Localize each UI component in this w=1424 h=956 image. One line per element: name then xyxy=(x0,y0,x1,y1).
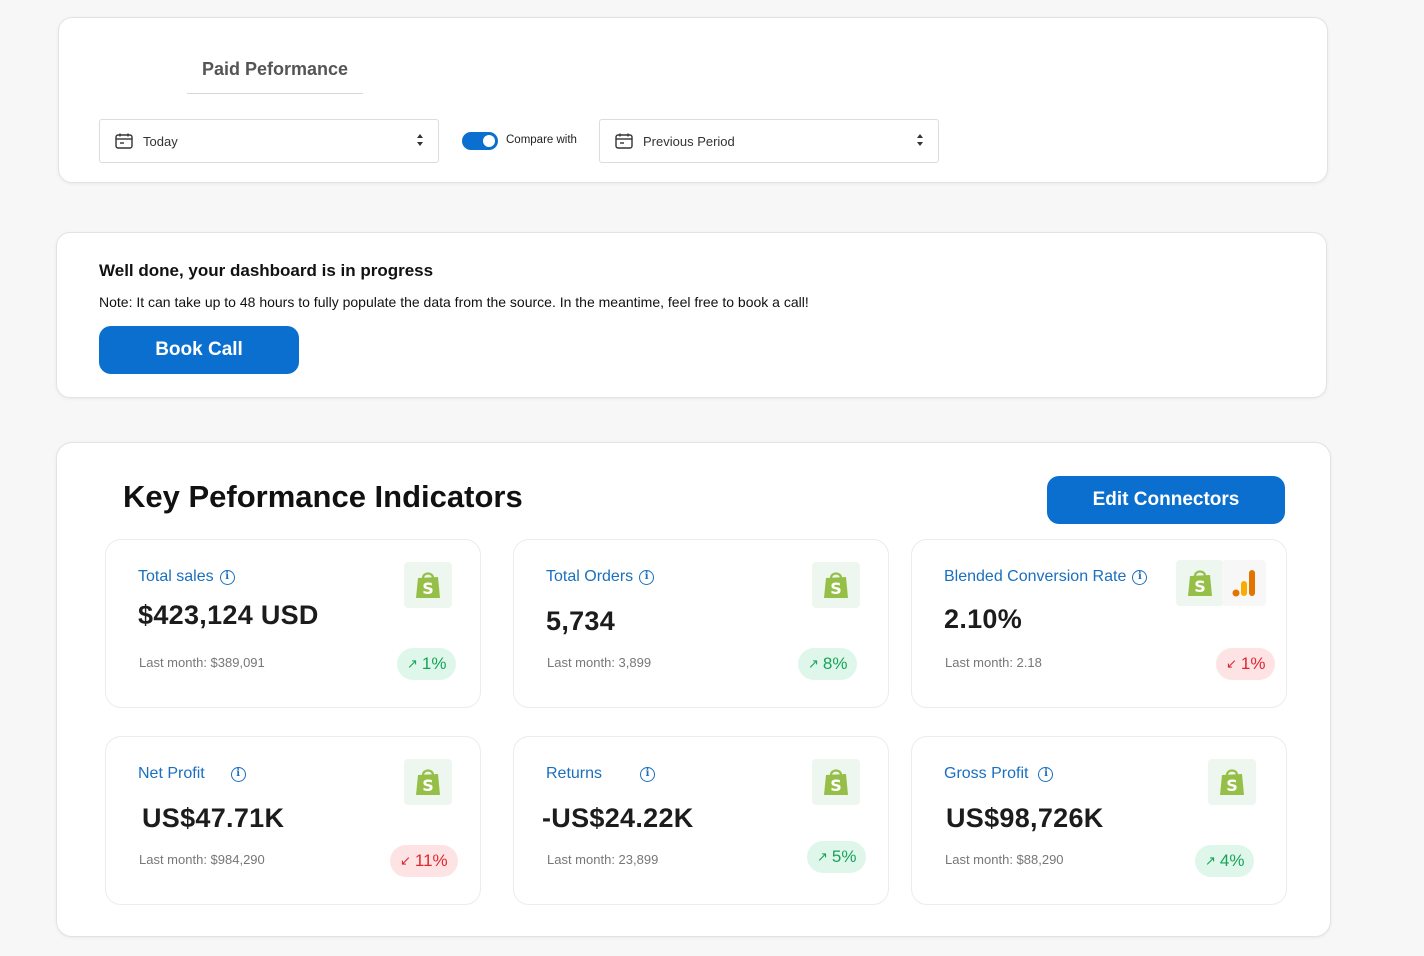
arrow-down-left-icon: ↙ xyxy=(1226,656,1237,671)
kpi-label: Returns i xyxy=(546,765,656,783)
progress-card: Well done, your dashboard is in progress… xyxy=(56,232,1327,398)
book-call-button[interactable]: Book Call xyxy=(99,326,299,374)
kpi-value: 5,734 xyxy=(546,606,616,636)
kpi-label-text: Blended Conversion Rate xyxy=(944,568,1127,585)
progress-title: Well done, your dashboard is in progress xyxy=(99,261,434,280)
kpi-last-month: Last month: 23,899 xyxy=(547,852,659,867)
kpi-label-text: Gross Profit xyxy=(944,765,1029,782)
svg-text:S: S xyxy=(422,776,434,795)
kpi-label: Total Orders i xyxy=(546,568,655,586)
arrow-up-right-icon: ↗ xyxy=(817,849,828,864)
kpi-total-orders[interactable]: Total Orders i S 5,734 Last month: 3,899 … xyxy=(513,539,889,708)
kpi-last-month: Last month: $984,290 xyxy=(139,852,265,867)
kpi-change-badge: ↗ 4% xyxy=(1195,845,1255,877)
kpi-card: Key Peformance Indicators Edit Connector… xyxy=(56,442,1331,937)
shopify-icon: S xyxy=(812,562,860,608)
kpi-change-value: 1% xyxy=(421,654,447,673)
kpi-label-text: Total Orders xyxy=(546,568,634,585)
google-analytics-icon xyxy=(1222,560,1266,606)
kpi-value: $423,124 USD xyxy=(138,600,319,630)
kpi-last-month: Last month: 3,899 xyxy=(547,655,652,670)
filter-card: Paid Peformance Today Compare with Previ… xyxy=(58,17,1328,183)
compare-toggle[interactable] xyxy=(462,132,498,150)
kpi-last-month: Last month: $389,091 xyxy=(139,655,265,670)
kpi-value: -US$24.22K xyxy=(542,803,694,833)
shopify-icon: S xyxy=(812,759,860,805)
shopify-icon: S xyxy=(1208,759,1256,805)
svg-text:S: S xyxy=(830,776,842,795)
kpi-blended-conversion-rate[interactable]: Blended Conversion Rate i S 2.10% Last mo… xyxy=(911,539,1287,708)
kpi-gross-profit[interactable]: Gross Profit i S US$98,726K Last month: $… xyxy=(911,736,1287,905)
info-icon[interactable]: i xyxy=(1038,766,1054,782)
compare-period-value: Previous Period xyxy=(643,133,735,149)
edit-connectors-button[interactable]: Edit Connectors xyxy=(1047,476,1285,524)
kpi-last-month: Last month: 2.18 xyxy=(945,655,1042,670)
info-icon[interactable]: i xyxy=(219,569,235,585)
date-range-value: Today xyxy=(143,133,178,149)
kpi-change-value: 5% xyxy=(831,847,857,866)
arrow-down-left-icon: ↙ xyxy=(400,853,411,868)
calendar-icon xyxy=(115,133,133,149)
kpi-last-month: Last month: $88,290 xyxy=(945,852,1064,867)
arrow-up-right-icon: ↗ xyxy=(1205,853,1216,868)
info-icon[interactable]: i xyxy=(640,766,656,782)
compare-period-select[interactable]: Previous Period xyxy=(599,119,939,163)
shopify-icon: S xyxy=(1176,560,1224,606)
svg-text:S: S xyxy=(1194,577,1206,596)
kpi-label-text: Returns xyxy=(546,765,603,782)
kpi-value: US$47.71K xyxy=(142,803,285,833)
shopify-icon: S xyxy=(404,562,452,608)
compare-label: Compare with xyxy=(506,134,577,146)
kpi-returns[interactable]: Returns i S -US$24.22K Last month: 23,899… xyxy=(513,736,889,905)
kpi-label: Gross Profit i xyxy=(944,765,1054,783)
shopify-icon: S xyxy=(404,759,452,805)
info-icon[interactable]: i xyxy=(639,569,655,585)
info-icon[interactable]: i xyxy=(230,766,246,782)
progress-note: Note: It can take up to 48 hours to full… xyxy=(99,294,809,310)
kpi-label: Total sales i xyxy=(138,568,235,586)
kpi-total-sales[interactable]: Total sales i S $423,124 USD Last month: … xyxy=(105,539,481,708)
kpi-change-value: 8% xyxy=(822,654,848,673)
calendar-icon xyxy=(615,133,633,149)
kpi-change-value: 4% xyxy=(1219,851,1245,870)
svg-text:S: S xyxy=(830,579,842,598)
kpi-change-badge: ↙ 11% xyxy=(390,845,458,877)
kpi-value: US$98,726K xyxy=(946,803,1104,833)
svg-text:S: S xyxy=(422,579,434,598)
kpi-label: Blended Conversion Rate i xyxy=(944,568,1148,586)
kpi-change-badge: ↙ 1% xyxy=(1216,648,1276,680)
select-arrows-icon xyxy=(917,134,923,146)
kpi-label-text: Total sales xyxy=(138,568,214,585)
kpi-change-badge: ↗ 1% xyxy=(397,648,457,680)
kpi-section-title: Key Peformance Indicators xyxy=(123,479,523,514)
kpi-label: Net Profit i xyxy=(138,765,246,783)
kpi-label-text: Net Profit xyxy=(138,765,205,782)
svg-text:S: S xyxy=(1226,776,1238,795)
kpi-change-value: 1% xyxy=(1240,654,1266,673)
kpi-net-profit[interactable]: Net Profit i S US$47.71K Last month: $984… xyxy=(105,736,481,905)
select-arrows-icon xyxy=(417,134,423,146)
date-range-select[interactable]: Today xyxy=(99,119,439,163)
tab-paid-performance[interactable]: Paid Peformance xyxy=(187,54,363,94)
arrow-up-right-icon: ↗ xyxy=(808,656,819,671)
kpi-change-badge: ↗ 8% xyxy=(798,648,858,680)
kpi-change-badge: ↗ 5% xyxy=(807,841,867,873)
kpi-value: 2.10% xyxy=(944,604,1023,634)
info-icon[interactable]: i xyxy=(1132,569,1148,585)
kpi-change-value: 11% xyxy=(414,851,448,870)
arrow-up-right-icon: ↗ xyxy=(407,656,418,671)
